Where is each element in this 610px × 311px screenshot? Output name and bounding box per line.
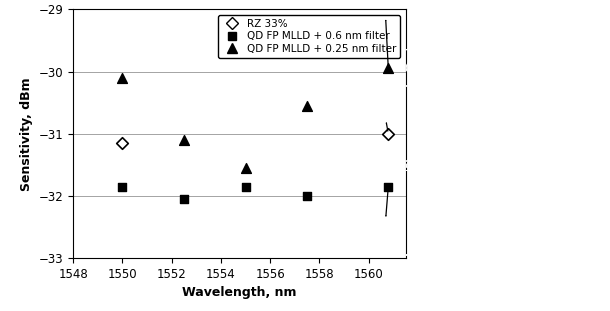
Legend: RZ 33%, QD FP MLLD + 0.6 nm filter, QD FP MLLD + 0.25 nm filter: RZ 33%, QD FP MLLD + 0.6 nm filter, QD F…	[218, 15, 400, 58]
Point	[302, 103, 312, 108]
Point	[179, 197, 189, 202]
Point	[240, 165, 250, 170]
Point	[384, 66, 393, 71]
Point	[302, 193, 312, 198]
Point	[118, 75, 127, 80]
Point	[384, 184, 393, 189]
X-axis label: Wavelength, nm: Wavelength, nm	[182, 286, 296, 299]
Point	[179, 137, 189, 142]
Y-axis label: Sensitivity, dBm: Sensitivity, dBm	[20, 77, 33, 191]
Point	[384, 131, 393, 136]
Point	[118, 184, 127, 189]
Point	[240, 184, 250, 189]
Point	[118, 141, 127, 146]
